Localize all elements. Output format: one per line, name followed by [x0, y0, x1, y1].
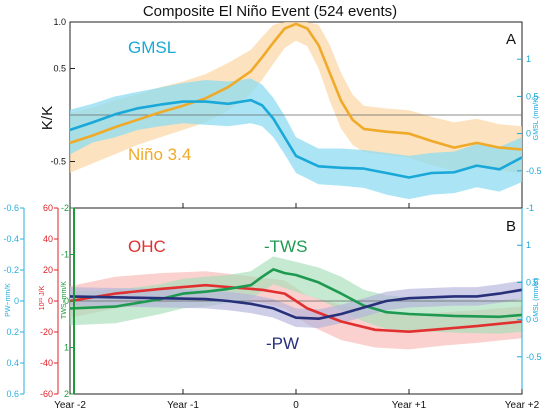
axis-label-gmsl-b: GMSL (mm/K): [533, 278, 540, 322]
band-gmsl: [70, 78, 522, 200]
left-tick-label: 0.5: [53, 64, 66, 74]
axis-tick-label-tws-mm-k: 0: [64, 296, 69, 306]
axis-tick-label-gmsl-mm-k: -0.5: [526, 352, 542, 362]
panel-a-bands: [70, 22, 522, 200]
axis-tick-label-10-j-k: 40: [43, 234, 53, 244]
x-tick-label: Year -2: [54, 400, 86, 411]
panel-a-left-axis: -0.5 0.5 1.0: [50, 17, 75, 167]
panel-b-label: B: [506, 218, 516, 235]
axis-tick-label-10-j-k: 20: [43, 265, 53, 275]
x-axis-ticks: Year -2 Year -1 0 Year +1 Year +2: [54, 203, 540, 411]
left-tick-label: 1.0: [53, 17, 66, 27]
panel-a-lines: [69, 22, 523, 179]
series-label-tws: -TWS: [264, 237, 307, 256]
axis-tick-label-10-j-k: -20: [40, 327, 53, 337]
panel-a: -0.5 0.5 1.0 -1 -0.5 0 0.5 1 A K/K GMSL (mm/K)…: [39, 17, 542, 213]
panel-b-lines: [69, 268, 523, 333]
right-tick-label: -0.5: [526, 166, 542, 176]
right-tick-label: 1: [526, 54, 531, 64]
x-tick-label: 0: [293, 400, 299, 411]
series-label-gmsl: GMSL: [128, 38, 176, 57]
line-gmsl: [69, 98, 523, 179]
axis-tick-label-pw-mm-k: -0.4: [3, 234, 19, 244]
axis-tick-label-gmsl-mm-k: 1: [526, 240, 531, 250]
axis-tick-label-10-j-k: 0: [48, 296, 53, 306]
axis-tick-label-tws-mm-k: -2: [61, 203, 69, 213]
line-ni-o-3-4: [69, 22, 523, 151]
axis-tick-label-tws-mm-k: 1: [64, 343, 69, 353]
axis-tick-label-10-j-k: -40: [40, 358, 53, 368]
axis-tick-label-pw-mm-k: 0: [14, 296, 19, 306]
axis-tick-label-pw-mm-k: -0.6: [3, 203, 19, 213]
panel-a-right-axis-label: GMSL (mm/K): [533, 96, 540, 140]
panel-a-ylabel: K/K: [39, 106, 56, 130]
right-tick-label: 0: [526, 129, 531, 139]
axis-tick-label-gmsl-mm-k: 0.5: [526, 277, 539, 287]
axis-label-ohc: 10²¹ J/K: [39, 285, 46, 310]
band-ni-o-3-4: [70, 22, 522, 173]
axis-tick-label-pw-mm-k: 0.6: [6, 389, 19, 399]
panel-b-axes: -0.6-0.4-0.200.20.40.66040200-20-40-60-2…: [3, 203, 541, 399]
line-tws: [69, 268, 523, 319]
series-label-ohc: OHC: [128, 237, 166, 256]
right-tick-label: 0.5: [526, 91, 539, 101]
panel-b: -0.6-0.4-0.200.20.40.66040200-20-40-60-2…: [3, 203, 542, 411]
series-label-nino34: Niño 3.4: [128, 145, 191, 164]
axis-label-tws: TWS~mm/K: [61, 281, 68, 319]
axis-tick-label-pw-mm-k: 0.4: [6, 358, 19, 368]
right-tick-label: -1: [526, 203, 534, 213]
x-tick-label: Year +1: [392, 400, 427, 411]
axis-tick-label-tws-mm-k: -1: [61, 250, 69, 260]
line-ohc: [69, 283, 523, 333]
chart-title: Composite El Niño Event (524 events): [143, 3, 397, 20]
x-tick-label: Year +2: [505, 400, 540, 411]
axis-label-pw: PW~mm/K: [5, 283, 12, 317]
axis-tick-label-tws-mm-k: 2: [64, 389, 69, 399]
axis-tick-label-10-j-k: 60: [43, 203, 53, 213]
axis-tick-label-10-j-k: -60: [40, 389, 53, 399]
series-label-pw: -PW: [266, 334, 299, 353]
panel-a-label: A: [506, 31, 516, 48]
axis-tick-label-gmsl-mm-k: 0: [526, 315, 531, 325]
axis-tick-label-pw-mm-k: 0.2: [6, 327, 19, 337]
x-tick-label: Year -1: [167, 400, 199, 411]
axis-tick-label-pw-mm-k: -0.2: [3, 265, 19, 275]
line-pw: [69, 288, 523, 320]
left-tick-label: -0.5: [50, 157, 66, 167]
